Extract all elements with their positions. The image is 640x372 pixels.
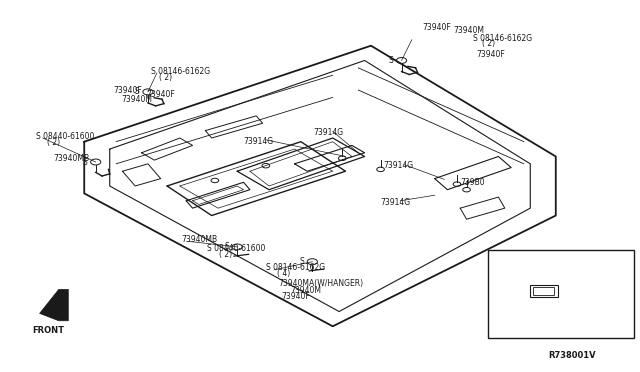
Text: 73940MB: 73940MB	[181, 235, 217, 244]
Text: 73914G: 73914G	[381, 198, 411, 207]
FancyBboxPatch shape	[488, 250, 634, 338]
Text: S 08146-6162G: S 08146-6162G	[151, 67, 211, 76]
Text: 73940F: 73940F	[422, 23, 451, 32]
Text: 73940MA(W/HANGER): 73940MA(W/HANGER)	[278, 279, 364, 288]
FancyBboxPatch shape	[534, 287, 554, 295]
Text: ( 2): ( 2)	[47, 138, 60, 147]
Text: 739B0: 739B0	[460, 178, 485, 187]
Text: S: S	[224, 243, 229, 251]
Text: S 08146-6162G: S 08146-6162G	[266, 263, 325, 272]
Text: 73940MB: 73940MB	[54, 154, 90, 163]
Text: 73914G: 73914G	[314, 128, 344, 137]
Text: 73940F: 73940F	[147, 90, 175, 99]
Text: UTILITY HOOK: UTILITY HOOK	[494, 320, 555, 329]
Text: 73914G: 73914G	[384, 161, 414, 170]
Text: S: S	[300, 257, 304, 266]
Text: 73940M: 73940M	[290, 286, 321, 295]
Text: ( 2): ( 2)	[159, 73, 173, 81]
Text: 73914G: 73914G	[244, 137, 274, 146]
Text: 73940F: 73940F	[282, 292, 310, 301]
Text: 73940M: 73940M	[121, 95, 152, 104]
Polygon shape	[40, 289, 68, 321]
Text: ( 2): ( 2)	[220, 250, 232, 259]
Text: S 08146-6162G: S 08146-6162G	[473, 34, 532, 43]
Text: S: S	[83, 157, 88, 167]
Text: FRONT: FRONT	[32, 326, 64, 335]
FancyBboxPatch shape	[530, 285, 557, 297]
Text: S 08440-61600: S 08440-61600	[36, 132, 95, 141]
Text: ( 4): ( 4)	[276, 269, 290, 278]
Text: S: S	[135, 87, 140, 96]
Text: 73940F: 73940F	[476, 50, 505, 59]
Text: 73940M: 73940M	[454, 26, 485, 35]
Text: R738001V: R738001V	[548, 350, 596, 360]
Text: ( 2): ( 2)	[483, 39, 495, 48]
Text: 73940F: 73940F	[113, 86, 141, 95]
Text: S 08440-61600: S 08440-61600	[207, 244, 265, 253]
Text: S: S	[388, 56, 394, 65]
Text: 79936M: 79936M	[508, 259, 539, 268]
